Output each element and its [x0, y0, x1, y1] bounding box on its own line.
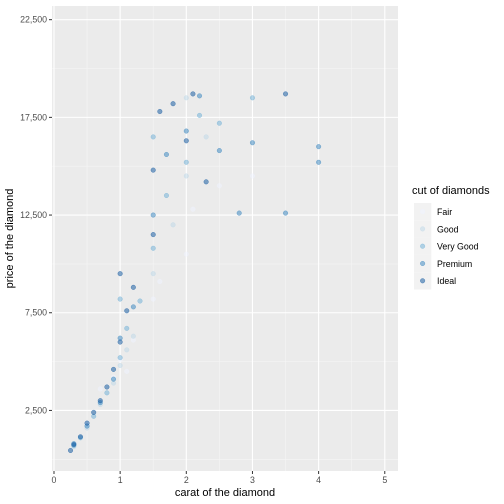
data-point: [163, 193, 169, 199]
data-point: [117, 363, 123, 369]
y-tick-label: 22,500: [20, 15, 47, 25]
x-tick-label: 0: [52, 475, 57, 485]
plot-panel: [52, 6, 398, 471]
data-point: [216, 183, 222, 189]
data-point: [150, 232, 156, 238]
data-point: [183, 251, 189, 257]
data-point: [111, 366, 117, 372]
y-axis-title: price of the diamond: [4, 189, 16, 289]
data-point: [249, 140, 255, 146]
data-point: [249, 95, 255, 101]
data-point: [283, 210, 289, 216]
data-point: [84, 420, 90, 426]
data-point: [117, 271, 123, 277]
x-tick-label: 1: [118, 475, 123, 485]
data-point: [124, 325, 130, 331]
data-point: [170, 222, 176, 228]
data-point: [111, 376, 117, 382]
data-point: [216, 120, 222, 126]
legend-key-point: [420, 278, 426, 284]
legend-label: Ideal: [437, 276, 456, 286]
data-point: [124, 308, 130, 314]
data-point: [249, 173, 255, 179]
data-point: [150, 245, 156, 251]
series-ideal: [68, 91, 289, 453]
data-point: [236, 210, 242, 216]
data-point: [137, 298, 143, 304]
data-point: [190, 91, 196, 97]
legend-label: Premium: [437, 259, 472, 269]
data-point: [183, 128, 189, 134]
data-point: [216, 148, 222, 154]
series-fair: [84, 173, 255, 427]
data-point: [190, 206, 196, 212]
series-very-good: [71, 95, 255, 449]
legend-key-point: [420, 209, 426, 215]
data-point: [124, 347, 130, 353]
data-point: [130, 304, 136, 310]
x-tick-label: 3: [250, 475, 255, 485]
data-point: [77, 434, 83, 440]
legend-label: Good: [437, 224, 459, 234]
data-point: [130, 333, 136, 339]
data-point: [150, 134, 156, 140]
data-point: [316, 159, 322, 165]
grid-lines: [52, 6, 398, 471]
data-point: [316, 144, 322, 150]
data-point: [71, 442, 77, 448]
data-point: [150, 212, 156, 218]
legend-key-point: [420, 243, 426, 249]
plot-background: [52, 6, 398, 471]
data-point: [117, 296, 123, 302]
data-point: [157, 278, 163, 284]
data-point: [197, 112, 203, 118]
y-tick-label: 7,500: [25, 308, 47, 318]
data-point: [150, 296, 156, 302]
legend-key-point: [420, 261, 426, 267]
data-point: [124, 368, 130, 374]
data-point: [130, 284, 136, 290]
data-point: [68, 447, 74, 453]
data-point: [150, 167, 156, 173]
data-point: [157, 108, 163, 114]
data-point: [197, 93, 203, 99]
data-point: [203, 179, 209, 185]
data-points: [68, 91, 322, 453]
y-tick-label: 17,500: [20, 112, 47, 122]
x-axis-title: carat of the diamond: [175, 487, 275, 499]
data-point: [183, 95, 189, 101]
x-tick-label: 2: [184, 475, 189, 485]
data-point: [117, 355, 123, 361]
data-point: [91, 409, 97, 415]
data-point: [150, 271, 156, 277]
axes: 0 1 2 3 4 5 2,500 7,500 12,500 17,500 22,500: [20, 15, 387, 485]
data-point: [104, 390, 110, 396]
legend-label: Very Good: [437, 242, 479, 252]
data-point: [104, 384, 110, 390]
data-point: [117, 339, 123, 345]
legend-label: Fair: [437, 207, 452, 217]
legend-title: cut of diamonds: [412, 185, 490, 197]
x-tick-label: 4: [316, 475, 321, 485]
y-tick-label: 12,500: [20, 210, 47, 220]
data-point: [203, 134, 209, 140]
data-point: [163, 151, 169, 157]
y-tick-label: 2,500: [25, 405, 47, 415]
data-point: [170, 101, 176, 107]
data-point: [183, 173, 189, 179]
x-tick-label: 5: [382, 475, 387, 485]
data-point: [283, 91, 289, 97]
legend-key-point: [420, 226, 426, 232]
data-point: [97, 386, 103, 392]
legend: cut of diamonds Fair Good Very Good Premium…: [412, 185, 490, 290]
data-point: [97, 398, 103, 404]
data-point: [183, 138, 189, 144]
data-point: [183, 159, 189, 165]
